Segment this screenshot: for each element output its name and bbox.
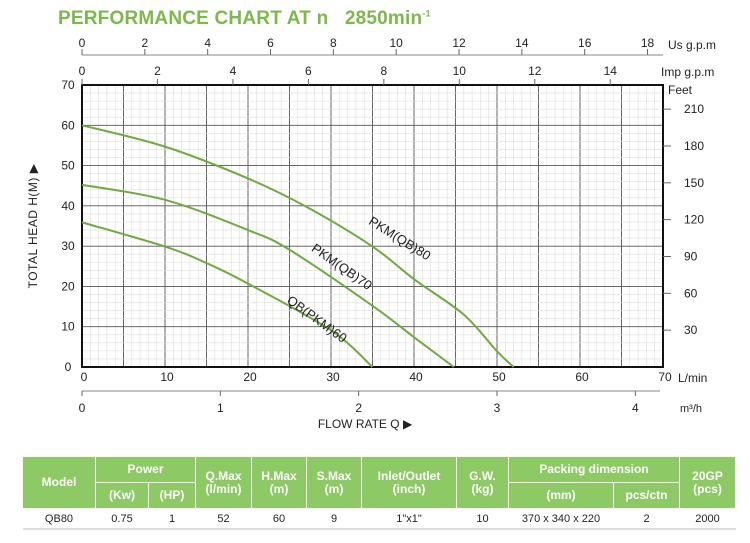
cell-hp: 1 [148, 508, 196, 530]
y-tick-label: 50 [61, 159, 75, 173]
m3h-tick-label: 2 [355, 401, 362, 415]
th-mm: (mm) [508, 482, 614, 509]
curve-QB(PKM)60 [81, 221, 374, 368]
m3h-tick-label: 0 [79, 401, 86, 415]
th-model: Model [22, 456, 96, 509]
impgpm-tick-label: 0 [79, 64, 86, 78]
usgpm-tick-label: 4 [204, 36, 211, 50]
impgpm-tick-label: 2 [154, 64, 161, 78]
usgpm-tick-label: 12 [452, 36, 466, 50]
cell-kw: 0.75 [95, 508, 149, 530]
th-qmax: Q.Max (l/min) [195, 456, 252, 509]
y-tick-label: 30 [61, 239, 75, 253]
impgpm-tick-label: 8 [381, 64, 388, 78]
th-power: Power [95, 456, 196, 483]
impgpm-tick-label: 6 [305, 64, 312, 78]
feet-tick-label: 150 [684, 176, 704, 190]
x-unit-label: L/min [678, 371, 707, 385]
usgpm-unit-label: Us g.p.m [668, 38, 716, 52]
y-tick-label: 10 [61, 320, 75, 334]
cell-smax: 9 [306, 508, 362, 530]
cell-mm: 370 x 340 x 220 [508, 508, 614, 530]
th-hp: (HP) [148, 482, 196, 509]
usgpm-tick-label: 10 [390, 36, 404, 50]
series-label: QB(PKM)60 [284, 292, 350, 345]
m3h-unit-label: m³/h [680, 403, 702, 415]
cell-pcs: 2 [613, 508, 680, 530]
x-tick-label: 10 [160, 370, 174, 384]
cell-model: QB80 [22, 508, 96, 530]
m3h-tick-label: 4 [632, 401, 639, 415]
th-hmax: H.Max (m) [251, 456, 307, 509]
x-tick-label: 40 [409, 370, 423, 384]
th-inlet: Inlet/Outlet (inch) [361, 456, 457, 509]
impgpm-tick-label: 10 [453, 64, 467, 78]
y-tick-label: 70 [61, 78, 75, 92]
usgpm-tick-label: 18 [641, 36, 655, 50]
th-20gp: 20GP (pcs) [679, 456, 736, 509]
spec-table: Model Power Q.Max (l/min) H.Max (m) S.Ma… [22, 456, 736, 530]
m3h-tick-label: 1 [217, 401, 224, 415]
impgpm-tick-label: 4 [230, 64, 237, 78]
cell-inlet: 1"x1" [361, 508, 457, 530]
th-pcs: pcs/ctn [613, 482, 680, 509]
y-tick-label: 0 [65, 360, 72, 374]
usgpm-tick-label: 16 [578, 36, 592, 50]
x-tick-label: 60 [575, 370, 589, 384]
cell-hmax: 60 [251, 508, 307, 530]
usgpm-tick-label: 8 [330, 36, 337, 50]
feet-tick-label: 210 [684, 102, 704, 116]
usgpm-tick-label: 14 [515, 36, 529, 50]
x-tick-label: 70 [658, 370, 672, 384]
th-packing: Packing dimension [508, 456, 680, 483]
curve-PKM(QB)70 [81, 183, 455, 368]
y-tick-label: 60 [61, 118, 75, 132]
y-axis-label: TOTAL HEAD H(M) ▶ [26, 163, 40, 288]
y-tick-label: 20 [61, 279, 75, 293]
cell-qmax: 52 [195, 508, 252, 530]
feet-tick-label: 120 [684, 213, 704, 227]
x-tick-label: 50 [492, 370, 506, 384]
usgpm-tick-label: 6 [267, 36, 274, 50]
th-smax: S.Max (m) [306, 456, 362, 509]
feet-tick-label: 30 [684, 323, 698, 337]
m3h-tick-label: 3 [494, 401, 501, 415]
feet-unit-label: Feet [668, 83, 693, 97]
cell-gw: 10 [456, 508, 509, 530]
usgpm-tick-label: 2 [141, 36, 148, 50]
chart-title: PERFORMANCE CHART AT n 2850min-1 [58, 8, 431, 29]
x-axis-label: FLOW RATE Q ▶ [318, 417, 413, 431]
impgpm-tick-label: 12 [528, 64, 542, 78]
curve-PKM(QB)80 [81, 124, 515, 368]
usgpm-tick-label: 0 [79, 36, 86, 50]
impgpm-tick-label: 14 [604, 64, 618, 78]
feet-tick-label: 60 [684, 286, 698, 300]
x-tick-label: 20 [243, 370, 257, 384]
x-tick-label: 30 [326, 370, 340, 384]
y-tick-label: 40 [61, 199, 75, 213]
impgpm-unit-label: Imp g.p.m [661, 65, 714, 79]
feet-tick-label: 90 [684, 249, 698, 263]
table-row: QB80 0.75 1 52 60 9 1"x1" 10 370 x 340 x… [22, 508, 736, 530]
th-kw: (Kw) [95, 482, 149, 509]
feet-tick-label: 180 [684, 139, 704, 153]
cell-20gp: 2000 [679, 508, 736, 530]
x-tick-label: 0 [81, 370, 88, 384]
th-gw: G.W. (kg) [456, 456, 509, 509]
